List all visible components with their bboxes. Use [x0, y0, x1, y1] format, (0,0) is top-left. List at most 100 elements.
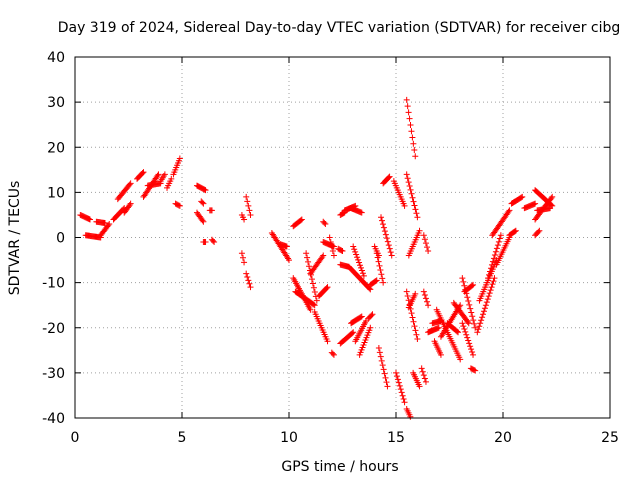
data-point-marker	[351, 246, 358, 253]
x-tick-label: 20	[494, 430, 512, 446]
data-point-marker	[416, 227, 423, 234]
data-point-marker	[241, 216, 248, 223]
data-point-marker	[326, 234, 333, 241]
data-point-marker	[481, 305, 488, 312]
data-point-marker	[401, 202, 408, 209]
data-point-marker	[140, 169, 147, 176]
data-point-marker	[512, 227, 519, 234]
data-point-marker	[360, 272, 367, 279]
data-point-marker	[340, 210, 347, 217]
data-point-marker	[403, 96, 410, 103]
data-point-marker	[373, 277, 380, 284]
data-point-marker	[358, 209, 365, 216]
plot-frame	[74, 56, 611, 419]
data-point-marker	[283, 243, 290, 250]
data-point-marker	[358, 313, 365, 320]
data-point-marker	[168, 175, 175, 182]
data-point-marker	[470, 317, 477, 324]
data-point-marker	[469, 348, 476, 355]
data-point-marker	[247, 211, 254, 218]
data-point-marker	[399, 392, 406, 399]
data-point-marker	[460, 323, 467, 330]
data-point-marker	[127, 180, 134, 187]
y-tick-label: 10	[47, 185, 65, 201]
data-point-marker	[477, 320, 484, 327]
data-point-marker	[486, 271, 493, 278]
data-point-marker	[246, 207, 253, 214]
data-point-marker	[408, 190, 415, 197]
data-point-marker	[319, 253, 326, 260]
data-point-marker	[484, 296, 491, 303]
data-point-marker	[478, 317, 485, 324]
data-point-marker	[404, 175, 411, 182]
data-point-marker	[491, 252, 498, 259]
data-point-marker	[479, 314, 486, 321]
grid	[75, 57, 610, 418]
data-point-marker	[201, 186, 208, 193]
data-point-marker	[244, 273, 251, 280]
data-point-marker	[410, 318, 417, 325]
data-point-marker	[536, 227, 543, 234]
data-point-marker	[409, 194, 416, 201]
data-point-marker	[421, 236, 428, 243]
data-point-marker	[468, 346, 475, 353]
data-point-marker	[468, 309, 475, 316]
data-point-marker	[338, 247, 345, 254]
data-point-marker	[297, 217, 304, 224]
data-point-marker	[487, 265, 494, 272]
data-point-marker	[425, 248, 432, 255]
data-point-marker	[357, 262, 364, 269]
data-point-marker	[310, 284, 317, 291]
data-point-marker	[465, 337, 472, 344]
data-point-marker	[405, 109, 412, 116]
data-point-marker	[422, 240, 429, 247]
data-point-marker	[476, 323, 483, 330]
data-point-marker	[245, 277, 252, 284]
data-point-marker	[323, 285, 330, 292]
data-point-marker	[422, 295, 429, 302]
y-tick-label: -20	[42, 321, 65, 337]
data-point-marker	[385, 174, 392, 181]
data-point-marker	[324, 338, 331, 345]
data-point-marker	[475, 326, 482, 333]
data-point-marker	[421, 292, 428, 299]
data-point-marker	[386, 173, 393, 180]
data-point-marker	[313, 297, 320, 304]
data-point-marker	[310, 301, 317, 308]
x-tick-label: 0	[71, 430, 80, 446]
data-point-marker	[469, 313, 476, 320]
data-point-marker	[380, 279, 387, 286]
data-point-marker	[454, 328, 461, 335]
chart-title: Day 319 of 2024, Sidereal Day-to-day VTE…	[58, 20, 621, 36]
data-point-marker	[412, 290, 419, 297]
data-point-marker	[382, 374, 389, 381]
data-point-marker	[459, 320, 466, 327]
data-point-marker	[176, 202, 183, 209]
data-point-marker	[200, 200, 207, 207]
data-point-marker	[383, 379, 390, 386]
data-point-marker	[86, 216, 93, 223]
data-point-marker	[405, 297, 412, 304]
data-point-marker	[366, 285, 373, 292]
data-points	[77, 96, 556, 420]
data-point-marker	[495, 238, 502, 245]
data-point-marker	[411, 202, 418, 209]
data-point-marker	[511, 228, 518, 235]
data-point-marker	[379, 221, 386, 228]
data-point-marker	[378, 214, 385, 221]
data-point-marker	[471, 367, 478, 374]
data-point-marker	[470, 351, 477, 358]
data-point-marker	[486, 290, 493, 297]
data-point-marker	[485, 293, 492, 300]
data-point-marker	[497, 232, 504, 239]
data-point-marker	[406, 115, 413, 122]
data-point-marker	[330, 252, 337, 259]
data-point-marker	[395, 379, 402, 386]
data-point-marker	[380, 224, 387, 231]
data-point-marker	[461, 325, 468, 332]
data-point-marker	[379, 275, 386, 282]
data-point-marker	[202, 187, 209, 194]
data-point-marker	[464, 318, 471, 325]
data-point-marker	[472, 367, 479, 374]
